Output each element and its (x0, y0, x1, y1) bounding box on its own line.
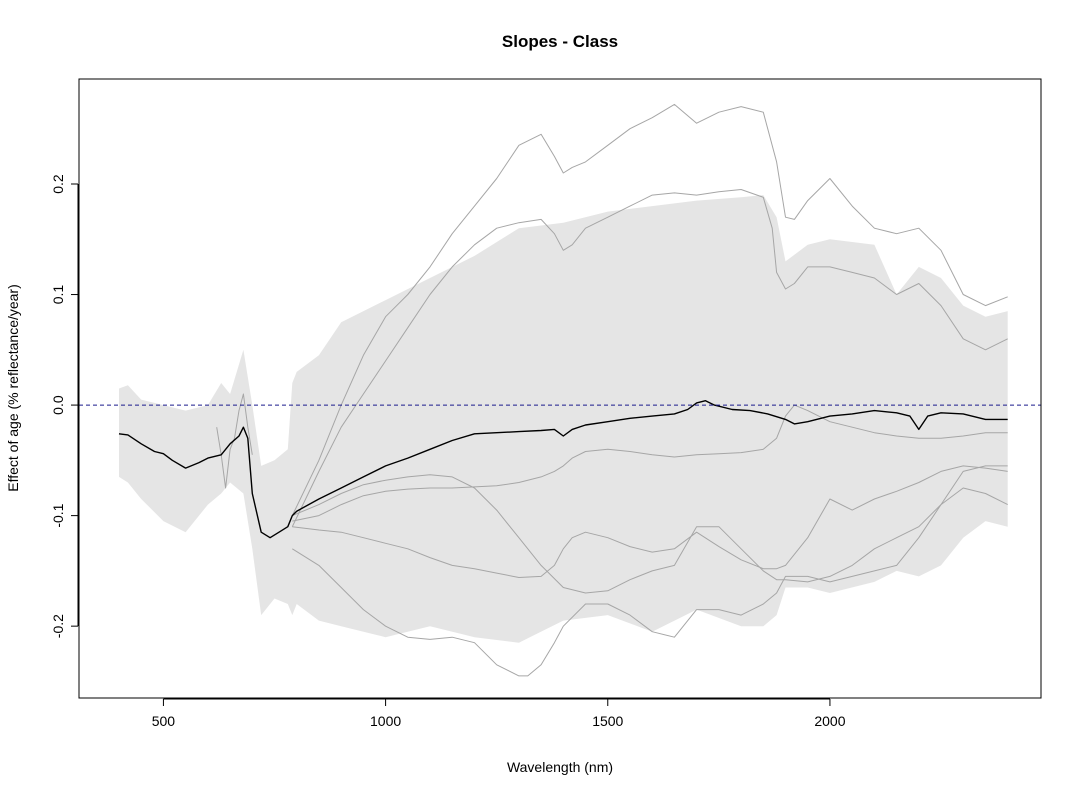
confidence-band (119, 195, 1008, 643)
plot-content (79, 103, 1041, 677)
plot-frame (78, 78, 1042, 699)
series-line-7 (216, 393, 253, 489)
y-axis: -0.2 -0.1 0.0 0.1 0.2 (50, 174, 79, 638)
y-axis-label: Effect of age (% reflectance/year) (5, 284, 21, 492)
x-axis-label: Wavelength (nm) (507, 759, 613, 775)
x-tick-label: 500 (152, 713, 176, 729)
x-tick-label: 2000 (814, 713, 845, 729)
series-line-mean (118, 400, 1008, 539)
x-tick-label: 1500 (592, 713, 623, 729)
y-tick-label: 0.2 (50, 174, 66, 194)
x-tick-label: 1000 (370, 713, 401, 729)
y-tick-label: 0.1 (50, 285, 66, 305)
series-line-5 (292, 465, 1008, 578)
y-tick-label: -0.1 (50, 503, 66, 527)
series-line-2 (291, 189, 1008, 527)
series-line-4 (292, 465, 1008, 594)
series-line-3 (292, 404, 1008, 522)
y-tick-label: -0.2 (50, 614, 66, 638)
y-tick-label: 0.0 (50, 395, 66, 415)
series-line-1 (291, 103, 1008, 516)
x-axis: 500 1000 1500 2000 (152, 698, 846, 729)
series-line-6 (292, 487, 1008, 677)
chart-title: Slopes - Class (502, 32, 618, 51)
